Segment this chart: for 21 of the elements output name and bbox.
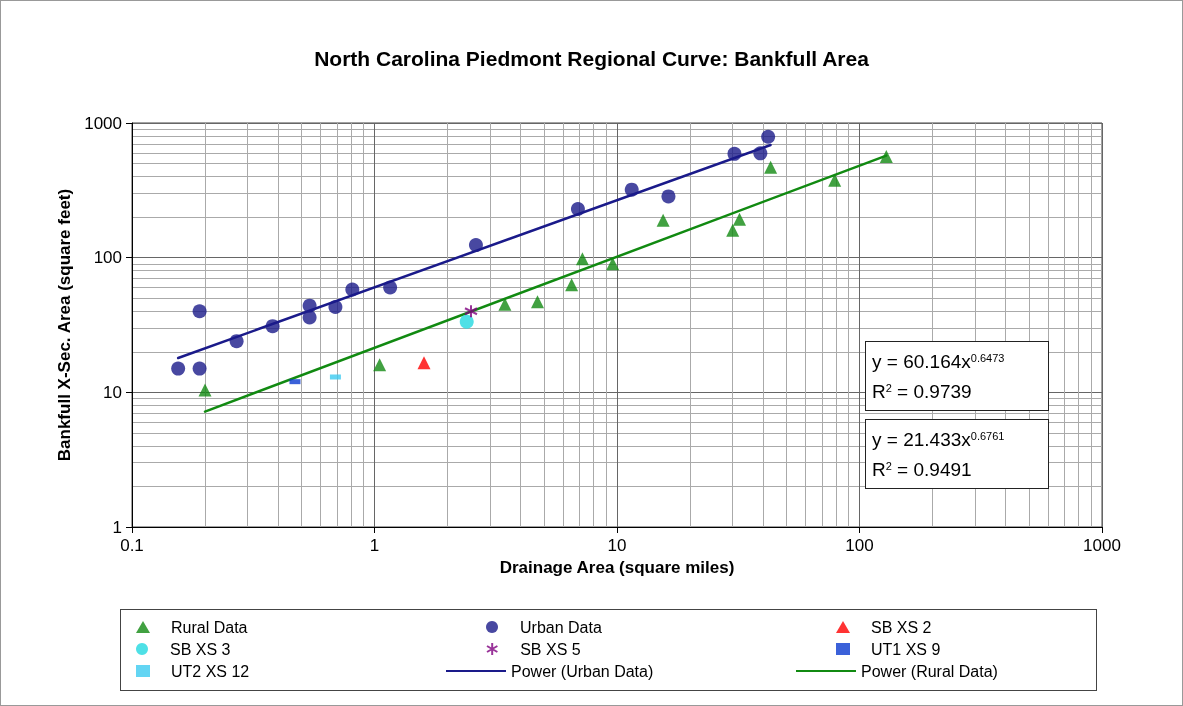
x-tick-label: 1000 [1083,536,1121,555]
x-axis-title: Drainage Area (square miles) [499,558,735,577]
y-axis-title: Bankfull X-Sec. Area (square feet) [55,188,75,462]
y-tick-label: 1 [112,517,122,537]
legend-label: Urban Data [520,618,602,636]
legend-label: Rural Data [171,618,248,636]
x-tick-label: 100 [845,536,874,555]
legend-label: SB XS 3 [170,640,231,658]
legend-label: UT1 XS 9 [871,640,941,658]
y-tick-label: 1000 [84,113,122,133]
legend-label: UT2 XS 12 [171,662,250,680]
y-tick-label: 100 [93,248,122,268]
legend-label: SB XS 2 [871,618,932,636]
legend-label: Power (Urban Data) [511,662,654,680]
x-tick-label: 1 [369,536,380,555]
x-tick-label: 0.1 [120,536,144,555]
chart-title: North Carolina Piedmont Regional Curve: Bankfull Area [314,47,870,70]
x-tick-label: 10 [607,536,627,555]
legend-label: Power (Rural Data) [861,662,998,680]
legend-label: SB XS 5 [520,640,581,658]
y-tick-label: 10 [103,382,122,402]
